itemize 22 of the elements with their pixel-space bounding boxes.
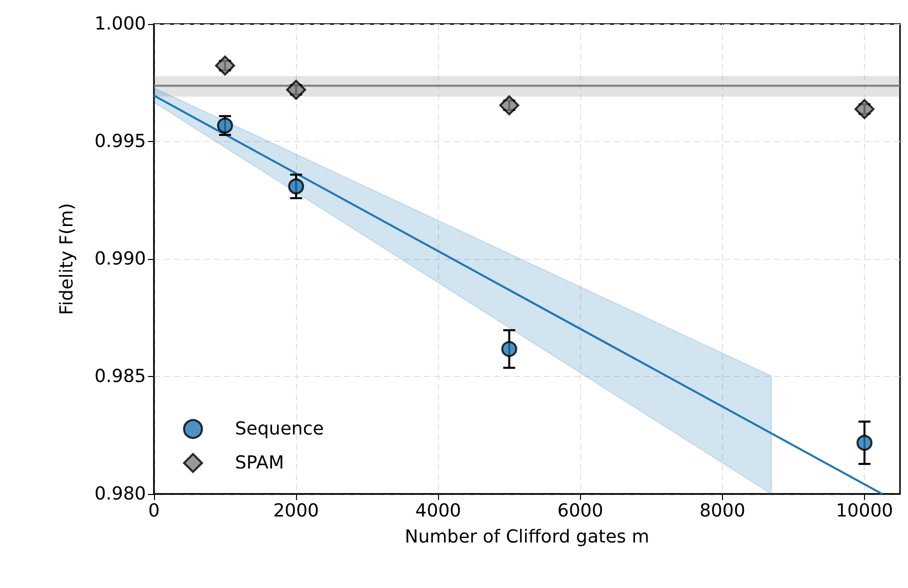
point [286, 80, 306, 100]
y-tick-label: 0.995 [94, 131, 146, 152]
point [856, 434, 872, 451]
y-tick-label: 0.980 [94, 484, 146, 504]
point [499, 95, 520, 116]
point [288, 178, 304, 194]
point [854, 99, 874, 120]
y-tick-label: 0.990 [94, 248, 146, 270]
y-tick-label: 0.985 [94, 366, 146, 387]
y-axis-title: Fidelity F(m) [56, 203, 78, 315]
legend-label: Sequence [235, 418, 324, 440]
x-tick-label: 6000 [557, 500, 604, 522]
x-tick-label: 8000 [699, 500, 746, 522]
x-tick-label: 0 [148, 500, 160, 522]
legend-label: SPAM [235, 452, 284, 474]
point [501, 341, 518, 357]
y-tick-label: 1.000 [94, 14, 146, 34]
point [215, 56, 236, 76]
x-tick-label: 10000 [836, 500, 894, 522]
x-tick-label: 2000 [273, 500, 319, 522]
x-axis-title: Number of Clifford gates m [404, 526, 650, 548]
x-tick-label: 4000 [415, 500, 462, 522]
